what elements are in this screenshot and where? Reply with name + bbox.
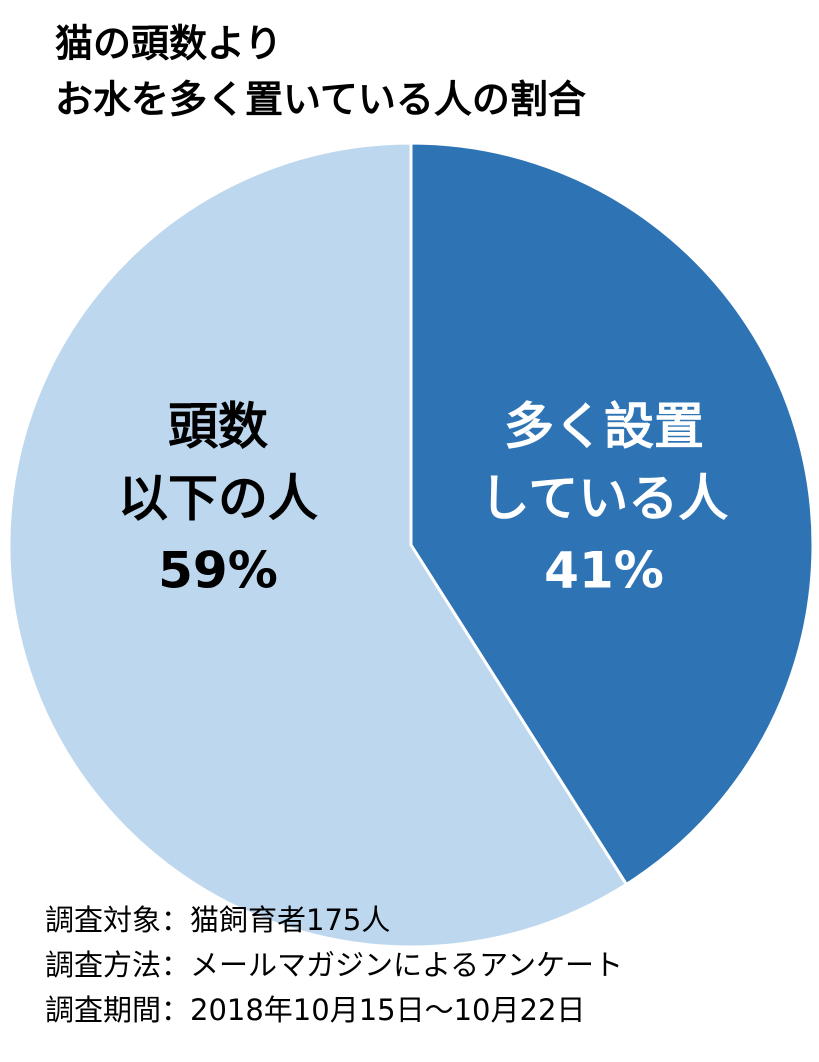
chart-title: 猫の頭数より	[55, 22, 282, 66]
chart-title: お水を多く置いている人の割合	[55, 78, 586, 122]
value-label: 41%	[544, 542, 664, 600]
slice-label: 以下の人	[118, 470, 318, 528]
slice-label: 多く設置	[504, 398, 704, 456]
value-label: 59%	[158, 542, 278, 600]
slice-label: 頭数	[168, 398, 268, 456]
pie-slice	[7, 141, 629, 949]
note: 調査期間：2018年10月15日～10月22日	[45, 993, 585, 1027]
note: 調査方法：メールマガジンによるアンケート	[45, 948, 623, 982]
note: 調査対象：猫飼育者175人	[45, 903, 390, 937]
pie-slice	[409, 141, 815, 887]
slice-label: している人	[480, 470, 729, 528]
